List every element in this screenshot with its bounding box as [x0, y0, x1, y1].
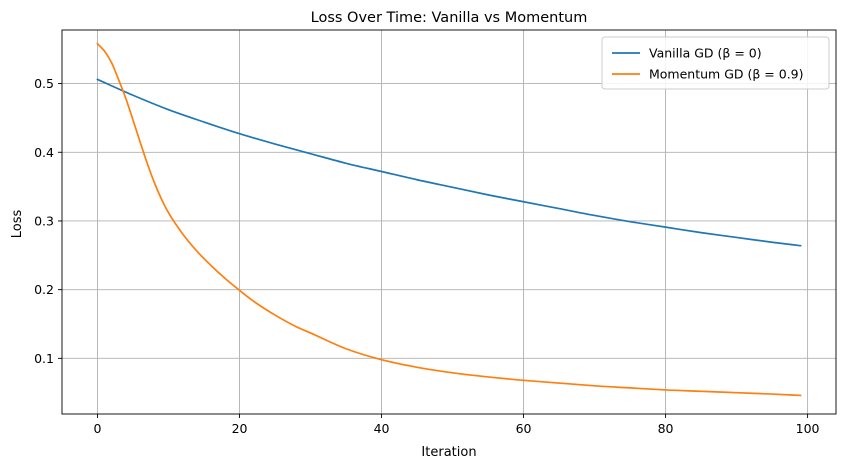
grid-lines — [62, 30, 836, 414]
axis-ticks: 0 20 40 60 80 100 0.1 0.2 0.3 0.4 0.5 — [34, 76, 819, 436]
x-tick-label: 100 — [796, 421, 820, 436]
y-tick-label: 0.1 — [34, 351, 54, 366]
legend-label: Vanilla GD (β = 0) — [649, 46, 762, 61]
y-tick-label: 0.4 — [34, 145, 54, 160]
plot-frame — [61, 29, 837, 415]
x-tick-label: 60 — [516, 421, 532, 436]
legend: Vanilla GD (β = 0) Momentum GD (β = 0.9) — [601, 36, 830, 90]
series-line-momentum-gd — [96, 42, 802, 397]
series-line-vanilla-gd — [96, 78, 802, 247]
series-lines — [96, 42, 802, 397]
y-axis-label: Loss — [10, 210, 25, 239]
y-tick-label: 0.2 — [34, 282, 54, 297]
legend-label: Momentum GD (β = 0.9) — [649, 67, 804, 82]
x-tick-label: 0 — [94, 421, 102, 436]
chart-title: Loss Over Time: Vanilla vs Momentum — [311, 10, 588, 26]
x-axis-label: Iteration — [421, 445, 476, 460]
y-tick-label: 0.5 — [34, 76, 54, 91]
legend-box — [601, 36, 830, 90]
x-tick-label: 80 — [658, 421, 674, 436]
x-tick-label: 20 — [232, 421, 248, 436]
x-tick-label: 40 — [374, 421, 390, 436]
y-tick-label: 0.3 — [34, 213, 54, 228]
